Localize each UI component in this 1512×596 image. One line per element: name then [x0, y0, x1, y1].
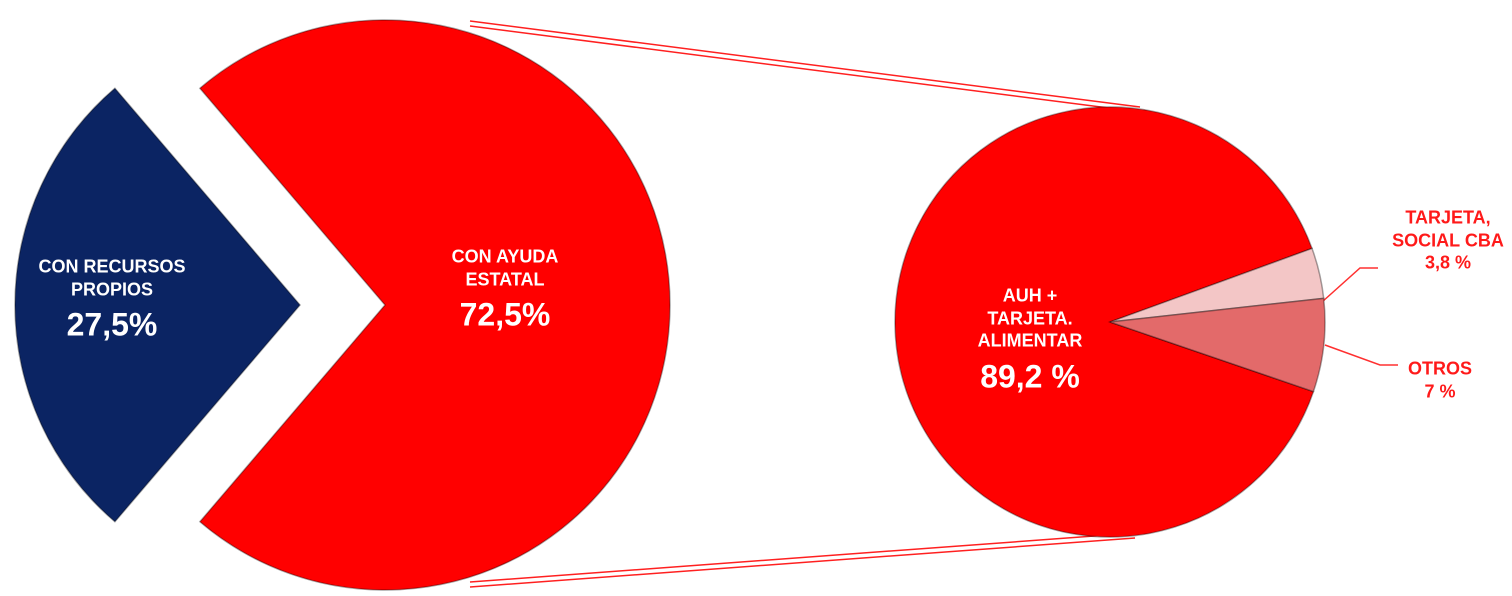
pie-slice: [1109, 247, 1325, 323]
connector-line: [469, 537, 1136, 588]
pie-slice: [14, 87, 301, 523]
connector-lines: [469, 20, 1141, 588]
slice-value: 72,5%: [459, 296, 551, 333]
connector-line: [469, 20, 1141, 108]
pie-slice: [894, 106, 1315, 538]
slice-value: 27,5%: [66, 306, 158, 343]
slice-category: AUH + TARJETA. ALIMENTAR: [977, 285, 1083, 351]
pie-slice: [1109, 297, 1326, 393]
slice-label: OTROS 7 %: [1390, 358, 1490, 403]
slice-label: CON RECURSOS PROPIOS 27,5%: [27, 256, 197, 345]
slice-label: AUH + TARJETA. ALIMENTAR 89,2 %: [965, 284, 1095, 396]
slice-category: TARJETA, SOCIAL CBA: [1392, 207, 1504, 250]
connector-line: [469, 25, 1141, 113]
slice-label: CON AYUDA ESTATAL 72,5%: [430, 246, 580, 335]
slice-value: 3,8 %: [1424, 252, 1472, 273]
pie-slice: [198, 19, 671, 591]
connector-line: [469, 532, 1136, 583]
slice-label: TARJETA, SOCIAL CBA 3,8 %: [1378, 206, 1512, 274]
leader-line: [1324, 344, 1398, 366]
slice-value: 89,2 %: [980, 357, 1080, 394]
slice-value: 7 %: [1424, 381, 1456, 401]
slice-category: CON RECURSOS PROPIOS: [38, 256, 186, 300]
leader-line: [1321, 267, 1378, 303]
slice-category: CON AYUDA ESTATAL: [451, 246, 559, 290]
slice-category: OTROS: [1407, 358, 1472, 379]
